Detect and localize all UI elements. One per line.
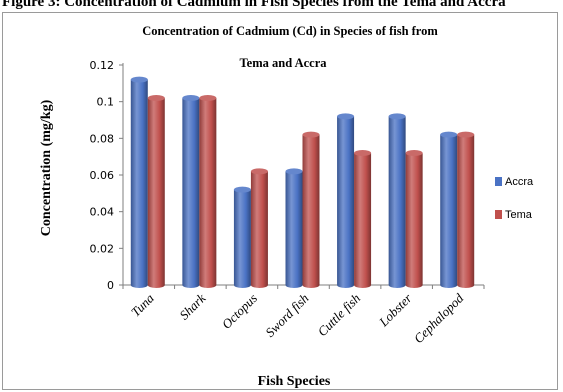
bar-accra-tuna bbox=[130, 76, 148, 288]
bar-body bbox=[337, 116, 355, 288]
bar-body bbox=[457, 134, 475, 288]
bar-body bbox=[250, 171, 268, 288]
bar-top bbox=[388, 113, 406, 120]
bar-top bbox=[233, 186, 251, 193]
bar-top bbox=[130, 76, 148, 83]
x-tick-label: Tuna bbox=[128, 290, 157, 319]
bar-top bbox=[199, 95, 217, 101]
x-tick-label: Shark bbox=[176, 290, 208, 322]
figure-caption: Figure 3: Concentration of Cadmium in Fi… bbox=[2, 0, 506, 10]
x-tick-label: Lobster bbox=[375, 290, 415, 330]
bar-top bbox=[147, 95, 165, 101]
legend-item-accra: Accra bbox=[495, 176, 534, 188]
y-tick-label: 0.12 bbox=[90, 59, 115, 72]
bar-body bbox=[440, 134, 458, 288]
bar-tema-lobster bbox=[405, 150, 423, 288]
legend-swatch bbox=[495, 210, 502, 219]
bar-top bbox=[250, 168, 268, 175]
bar-top bbox=[337, 113, 355, 120]
chart-title: Concentration of Cadmium (Cd) in Species… bbox=[142, 24, 438, 38]
bar-top bbox=[302, 131, 320, 138]
bar-tema-cephalopod bbox=[457, 131, 475, 288]
bar-accra-lobster bbox=[388, 113, 406, 288]
bar-top bbox=[354, 150, 372, 156]
bar-accra-sword-fish bbox=[285, 168, 303, 288]
bar-top bbox=[182, 95, 200, 101]
chart-subtitle: Tema and Accra bbox=[239, 56, 327, 70]
bar-tema-cuttle-fish bbox=[354, 150, 372, 288]
x-tick-label: Octopus bbox=[219, 291, 260, 332]
legend-label: Tema bbox=[505, 209, 533, 221]
bar-body bbox=[285, 171, 303, 288]
x-axis-label: Fish Species bbox=[258, 374, 331, 389]
legend-item-tema: Tema bbox=[495, 209, 533, 221]
bar-tema-shark bbox=[199, 95, 217, 288]
legend-label: Accra bbox=[505, 176, 534, 188]
bar-tema-tuna bbox=[147, 95, 165, 288]
bar-body bbox=[302, 134, 320, 288]
bar-body bbox=[130, 79, 148, 288]
x-tick-label: Cuttle fish bbox=[315, 291, 364, 340]
bar-accra-shark bbox=[182, 95, 200, 288]
bar-body bbox=[233, 189, 251, 288]
bar-body bbox=[405, 153, 423, 288]
bar-body bbox=[199, 98, 217, 288]
bar-top bbox=[457, 131, 475, 138]
bar-body bbox=[147, 98, 165, 288]
bar-tema-octopus bbox=[250, 168, 268, 288]
legend-swatch bbox=[495, 177, 502, 186]
bar-accra-cuttle-fish bbox=[337, 113, 355, 288]
bar-body bbox=[388, 116, 406, 288]
y-tick-label: 0 bbox=[107, 279, 114, 292]
y-tick-label: 0.02 bbox=[90, 242, 115, 255]
bar-accra-octopus bbox=[233, 186, 251, 288]
y-tick-label: 0.06 bbox=[90, 169, 115, 182]
bar-body bbox=[354, 153, 372, 288]
y-tick-label: 0.1 bbox=[97, 96, 115, 109]
bar-top bbox=[285, 168, 303, 175]
bar-top bbox=[405, 150, 423, 156]
bar-tema-sword-fish bbox=[302, 131, 320, 288]
y-axis-label: Concentration (mg/kg) bbox=[39, 99, 54, 236]
x-tick-label: Cephalopod bbox=[411, 290, 467, 346]
x-tick-label: Sword fish bbox=[262, 291, 311, 340]
bar-body bbox=[182, 98, 200, 288]
y-tick-label: 0.04 bbox=[90, 206, 115, 219]
y-tick-label: 0.08 bbox=[90, 132, 115, 145]
bar-top bbox=[440, 131, 458, 138]
bar-accra-cephalopod bbox=[440, 131, 458, 288]
